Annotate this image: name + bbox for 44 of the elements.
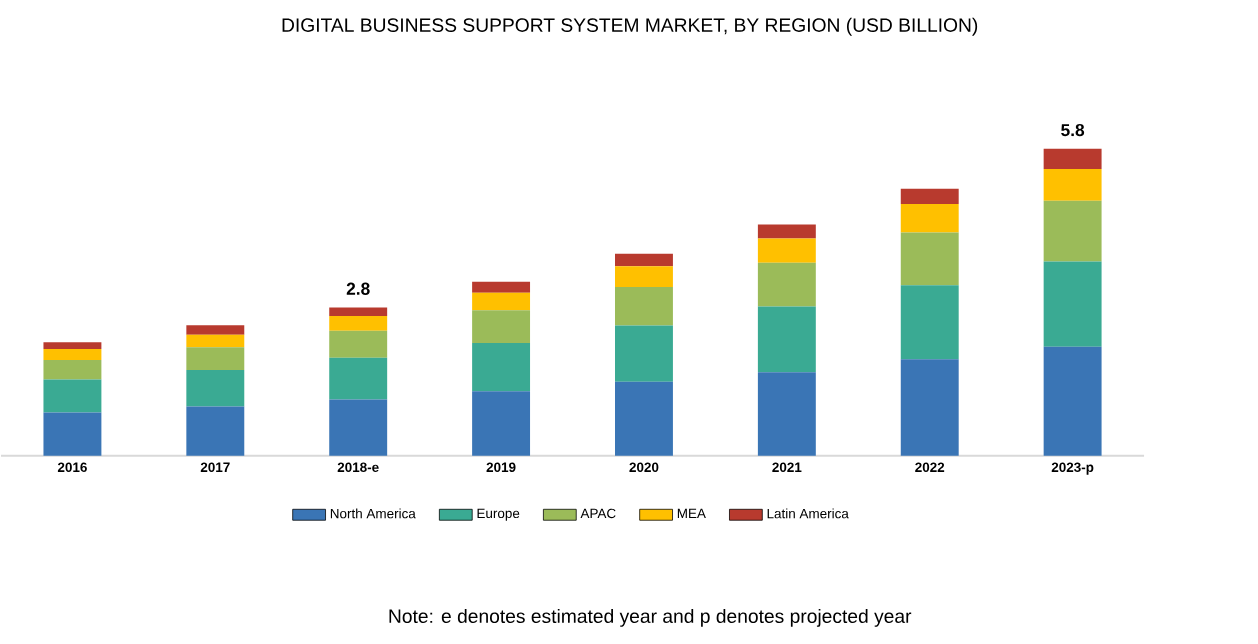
- bar: [472, 281, 531, 293]
- bar: [186, 346, 245, 370]
- bar: [43, 341, 102, 349]
- bar: [329, 307, 388, 316]
- bar: [186, 334, 245, 347]
- bar: [615, 265, 673, 287]
- bar: [1043, 346, 1102, 456]
- annotation: 2.8: [346, 282, 370, 295]
- text: Note: e denotes estimated year and p denotes projected year: [389, 608, 912, 627]
- bar: [615, 381, 673, 456]
- bar: [1043, 168, 1102, 201]
- bar: [900, 284, 959, 359]
- bar: [615, 286, 673, 326]
- bar: [900, 203, 959, 233]
- bar: [186, 324, 245, 335]
- annotation: 5.8: [1061, 123, 1085, 136]
- bar: [329, 399, 388, 456]
- bar: [472, 342, 531, 391]
- bar: [757, 224, 816, 238]
- bar: [43, 359, 102, 380]
- chart-title: DIGITAL BUSINESS SUPPORT SYSTEM MARKET, BY REGION (USD BILLION): [282, 17, 978, 36]
- bar: [757, 237, 816, 263]
- bar: [329, 357, 388, 400]
- bar: [329, 330, 388, 358]
- bar: [900, 358, 959, 456]
- bar: [472, 390, 531, 456]
- bar: [186, 369, 245, 407]
- bar: [1043, 260, 1102, 347]
- bar: [472, 309, 531, 343]
- bar: [615, 253, 673, 266]
- bar: [900, 188, 959, 204]
- bar: [757, 262, 816, 307]
- bar: [186, 406, 245, 456]
- bar: [43, 411, 102, 456]
- bar: [329, 315, 388, 331]
- bar: [472, 292, 531, 310]
- bar: [757, 371, 816, 456]
- bar: [43, 379, 102, 412]
- bar: [1043, 148, 1102, 169]
- bar: [615, 325, 673, 382]
- bar: [900, 232, 959, 285]
- bar: [43, 348, 102, 360]
- bar: [1043, 200, 1102, 261]
- bar: [757, 306, 816, 372]
